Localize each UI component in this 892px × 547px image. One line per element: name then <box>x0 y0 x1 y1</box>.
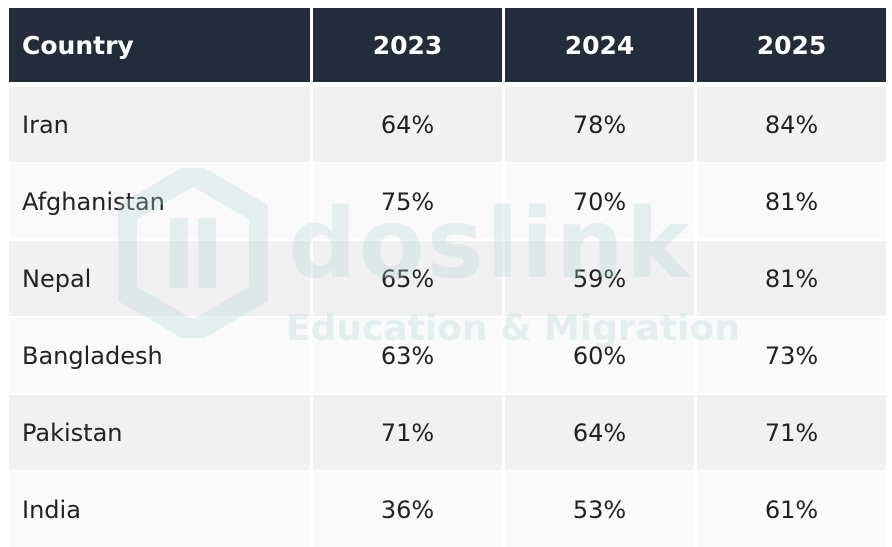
cell-country: Afghanistan <box>9 162 310 239</box>
cell-value: 84% <box>697 85 886 162</box>
cell-value: 71% <box>697 393 886 470</box>
table-row: Afghanistan 75% 70% 81% <box>9 162 886 239</box>
cell-country: Nepal <box>9 239 310 316</box>
cell-value: 63% <box>313 316 502 393</box>
table-row: Bangladesh 63% 60% 73% <box>9 316 886 393</box>
header-country: Country <box>9 8 310 85</box>
cell-value: 81% <box>697 239 886 316</box>
header-row: Country 2023 2024 2025 <box>9 8 886 85</box>
cell-country: Bangladesh <box>9 316 310 393</box>
cell-value: 53% <box>505 470 694 547</box>
table-row: Pakistan 71% 64% 71% <box>9 393 886 470</box>
cell-value: 78% <box>505 85 694 162</box>
header-2025: 2025 <box>697 8 886 85</box>
visa-approval-table-container: Country 2023 2024 2025 Iran 64% 78% 84% … <box>6 8 886 547</box>
header-2024: 2024 <box>505 8 694 85</box>
cell-value: 73% <box>697 316 886 393</box>
cell-country: India <box>9 470 310 547</box>
cell-value: 71% <box>313 393 502 470</box>
cell-value: 75% <box>313 162 502 239</box>
cell-country: Pakistan <box>9 393 310 470</box>
cell-value: 60% <box>505 316 694 393</box>
cell-value: 81% <box>697 162 886 239</box>
cell-value: 70% <box>505 162 694 239</box>
cell-value: 64% <box>313 85 502 162</box>
table-row: India 36% 53% 61% <box>9 470 886 547</box>
table-row: Iran 64% 78% 84% <box>9 85 886 162</box>
cell-value: 61% <box>697 470 886 547</box>
table-row: Nepal 65% 59% 81% <box>9 239 886 316</box>
header-2023: 2023 <box>313 8 502 85</box>
cell-country: Iran <box>9 85 310 162</box>
cell-value: 65% <box>313 239 502 316</box>
visa-approval-table: Country 2023 2024 2025 Iran 64% 78% 84% … <box>6 8 889 547</box>
cell-value: 36% <box>313 470 502 547</box>
table-header: Country 2023 2024 2025 <box>9 8 886 85</box>
cell-value: 59% <box>505 239 694 316</box>
table-body: Iran 64% 78% 84% Afghanistan 75% 70% 81%… <box>9 85 886 547</box>
cell-value: 64% <box>505 393 694 470</box>
